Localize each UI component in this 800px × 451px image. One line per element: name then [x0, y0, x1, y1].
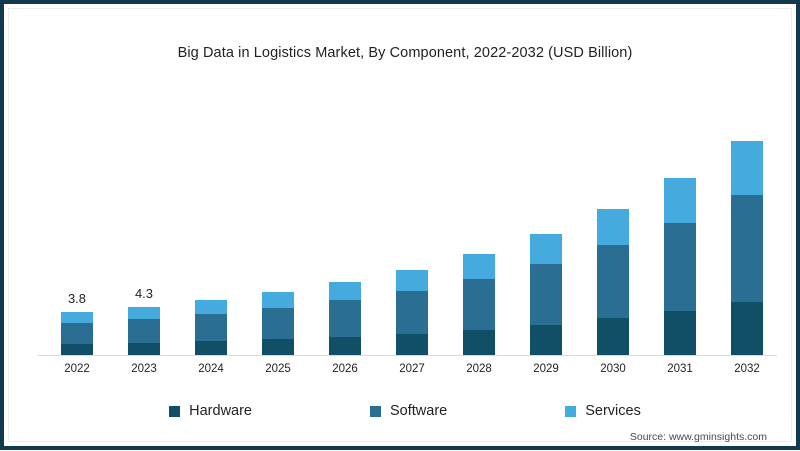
bar-segment-services[interactable] [731, 141, 763, 196]
bar-value-label: 4.3 [134, 285, 154, 301]
source-attribution: Source: www.gminsights.com [629, 431, 767, 443]
bar-segment-software[interactable] [463, 279, 495, 330]
bar-segment-hardware[interactable] [128, 342, 160, 355]
legend-item-hardware[interactable]: Hardware [169, 403, 252, 419]
legend-swatch-hardware-icon [169, 405, 181, 417]
x-tick-label: 2025 [265, 363, 291, 375]
bar-segment-services[interactable] [664, 178, 696, 223]
bar-segment-hardware[interactable] [597, 318, 629, 355]
legend-item-services[interactable]: Services [565, 403, 641, 419]
bar-segment-hardware[interactable] [195, 341, 227, 355]
bar-group[interactable] [329, 281, 361, 355]
bar-segment-software[interactable] [128, 318, 160, 343]
bar-segment-hardware[interactable] [530, 324, 562, 355]
bar-segment-services[interactable] [463, 253, 495, 280]
bar-segment-services[interactable] [396, 269, 428, 291]
bar-segment-software[interactable] [262, 307, 294, 340]
bar-group[interactable] [195, 299, 227, 355]
bar-segment-services[interactable] [597, 208, 629, 246]
x-tick-label: 2028 [466, 363, 492, 375]
bar-segment-software[interactable] [731, 195, 763, 303]
x-tick-label: 2030 [600, 363, 626, 375]
bar-segment-services[interactable] [262, 292, 294, 308]
bar-group[interactable] [396, 269, 428, 355]
bar-segment-hardware[interactable] [731, 302, 763, 355]
bar-group[interactable] [262, 292, 294, 355]
x-tick-label: 2023 [131, 363, 157, 375]
x-axis-line [37, 355, 777, 356]
bar-segment-services[interactable] [329, 281, 361, 301]
legend-swatch-services-icon [565, 405, 577, 417]
bar-segment-software[interactable] [530, 263, 562, 325]
bar-segment-hardware[interactable] [329, 336, 361, 355]
bar-group[interactable] [664, 178, 696, 355]
bar-segment-services[interactable] [195, 299, 227, 314]
plot-area: 3.8 2022 4.3 2023 2024 2025 2026 2027 2028 2029 20… [9, 9, 800, 451]
x-tick-label: 2031 [667, 363, 693, 375]
bar-group[interactable]: 4.3 [128, 286, 160, 355]
legend-swatch-software-icon [370, 405, 381, 417]
legend-label-services: Services [585, 403, 641, 419]
bar-group[interactable] [530, 233, 562, 355]
bar-group[interactable]: 3.8 [61, 291, 93, 355]
bar-value-label: 3.8 [67, 291, 87, 307]
x-tick-label: 2029 [533, 363, 559, 375]
chart-title: Big Data in Logistics Market, By Compone… [177, 45, 633, 61]
chart-canvas: Big Data in Logistics Market, By Compone… [8, 8, 792, 443]
bar-segment-hardware[interactable] [61, 344, 93, 355]
bar-segment-services[interactable] [530, 233, 562, 264]
legend-label-hardware: Hardware [189, 403, 252, 419]
bar-group[interactable] [731, 141, 763, 355]
legend-label-software: Software [390, 403, 448, 419]
bar-segment-software[interactable] [664, 222, 696, 312]
bar-segment-services[interactable] [61, 312, 93, 323]
bar-segment-hardware[interactable] [664, 311, 696, 355]
bar-segment-software[interactable] [396, 290, 428, 334]
bar-group[interactable] [463, 253, 495, 355]
x-tick-label: 2024 [198, 363, 224, 375]
bar-segment-software[interactable] [195, 313, 227, 342]
chart-legend: Hardware Software Services [9, 403, 800, 419]
bar-segment-software[interactable] [61, 322, 93, 345]
bar-segment-software[interactable] [597, 245, 629, 319]
bar-segment-hardware[interactable] [396, 333, 428, 355]
bar-segment-software[interactable] [329, 300, 361, 337]
bar-segment-hardware[interactable] [463, 329, 495, 355]
x-tick-label: 2026 [332, 363, 358, 375]
x-tick-label: 2032 [734, 363, 760, 375]
legend-item-software[interactable]: Software [370, 403, 447, 419]
x-tick-label: 2022 [64, 363, 90, 375]
bar-group[interactable] [597, 208, 629, 355]
bar-segment-hardware[interactable] [262, 339, 294, 355]
x-tick-label: 2027 [399, 363, 425, 375]
bar-segment-services[interactable] [128, 306, 160, 319]
